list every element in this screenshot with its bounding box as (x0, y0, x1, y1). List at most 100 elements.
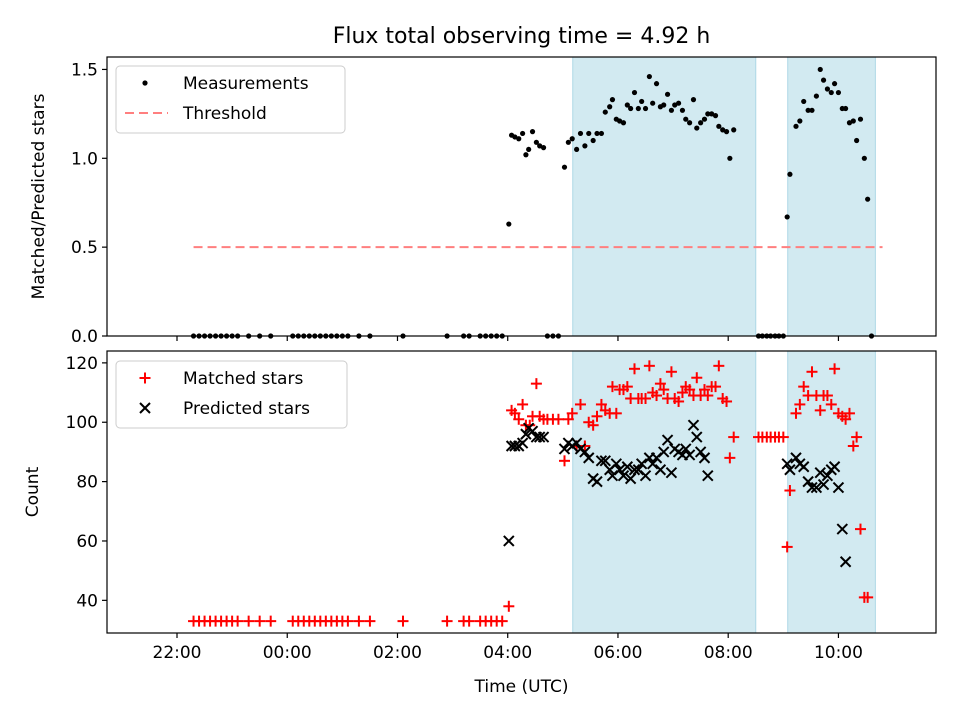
data-point (694, 125, 700, 131)
data-point (824, 86, 831, 92)
data-point (709, 111, 715, 117)
data-point (802, 475, 814, 488)
data-point (254, 615, 266, 627)
data-point (716, 123, 722, 129)
legend: Measurements Threshold (115, 65, 346, 134)
data-point (665, 466, 678, 479)
y-tick-label: 100 (66, 413, 98, 433)
data-point (526, 146, 532, 153)
data-point (610, 407, 622, 419)
y-tick-label: 0.0 (71, 327, 98, 347)
count-panel: 40 60 80 100 120 22:00 00:00 02:00 04:00 06:00 08:… (23, 350, 937, 663)
data-point (835, 89, 842, 96)
data-point (621, 381, 633, 393)
data-point (506, 221, 512, 227)
data-point (639, 469, 652, 482)
legend-label: Predicted stars (183, 399, 310, 419)
data-point (530, 378, 542, 390)
data-point (831, 81, 838, 87)
data-point (598, 130, 605, 137)
data-point (595, 398, 607, 410)
data-point (854, 523, 866, 535)
data-point (565, 139, 571, 145)
data-point (617, 469, 630, 482)
data-point (721, 395, 733, 407)
data-point (441, 615, 453, 627)
axes-frame (106, 56, 937, 337)
data-point (631, 89, 638, 96)
data-point (562, 413, 574, 425)
data-point (635, 105, 641, 112)
y-tick-label: 0.5 (71, 238, 98, 258)
data-point (839, 556, 852, 568)
data-point (817, 66, 823, 73)
data-point (857, 116, 864, 122)
data-point (577, 130, 584, 137)
data-point (579, 440, 591, 452)
data-point (806, 366, 818, 378)
data-point (516, 136, 522, 142)
data-point (797, 118, 803, 124)
data-point (520, 130, 526, 137)
data-point (854, 137, 860, 144)
axes-frame (106, 350, 937, 634)
data-point (537, 431, 550, 443)
x-tick-label: 08:00 (704, 643, 753, 663)
data-point (512, 134, 518, 140)
data-point (702, 390, 714, 402)
data-point (665, 366, 677, 378)
legend: Matched stars Predicted stars (115, 360, 348, 429)
observing-interval-2 (787, 350, 876, 634)
data-point (790, 407, 802, 419)
data-point (680, 443, 692, 455)
data-point (701, 116, 708, 122)
data-point (829, 363, 841, 375)
data-point (846, 120, 853, 126)
data-point (698, 384, 710, 396)
legend-label: Measurements (183, 74, 309, 94)
y-tick-label: 60 (76, 532, 98, 552)
data-point (723, 129, 730, 135)
y-tick-label: 120 (66, 354, 98, 374)
data-point (595, 455, 608, 467)
data-point (836, 523, 849, 535)
data-point (728, 431, 740, 443)
data-point (661, 434, 674, 446)
data-point (635, 458, 648, 470)
data-point (520, 428, 532, 440)
x-tick-label: 02:00 (373, 643, 422, 663)
legend-box (115, 65, 346, 134)
data-point (679, 107, 686, 113)
data-point (574, 398, 586, 410)
legend-marker (142, 80, 148, 86)
data-point (784, 485, 796, 497)
data-point (814, 466, 826, 479)
data-point (529, 129, 536, 135)
data-point (232, 615, 244, 627)
data-point (810, 481, 823, 494)
data-point (594, 130, 600, 137)
data-point (698, 452, 711, 464)
data-point (654, 464, 667, 476)
data-point (664, 91, 671, 97)
data-point (613, 464, 626, 476)
data-point (640, 392, 652, 404)
data-point (537, 143, 543, 149)
legend-label: Matched stars (183, 369, 303, 389)
data-point (533, 431, 546, 443)
data-point (777, 431, 789, 443)
data-point (720, 127, 726, 133)
data-point (814, 404, 826, 416)
data-point (609, 97, 616, 103)
data-point (840, 413, 852, 425)
data-point (628, 363, 640, 375)
data-point (862, 591, 874, 603)
data-point (798, 381, 810, 393)
data-point (570, 437, 583, 449)
data-point (617, 118, 623, 124)
data-point (698, 120, 704, 126)
data-point (590, 137, 596, 144)
y-axis-label: Count (23, 466, 43, 517)
data-point (569, 136, 575, 142)
data-point (687, 419, 700, 431)
